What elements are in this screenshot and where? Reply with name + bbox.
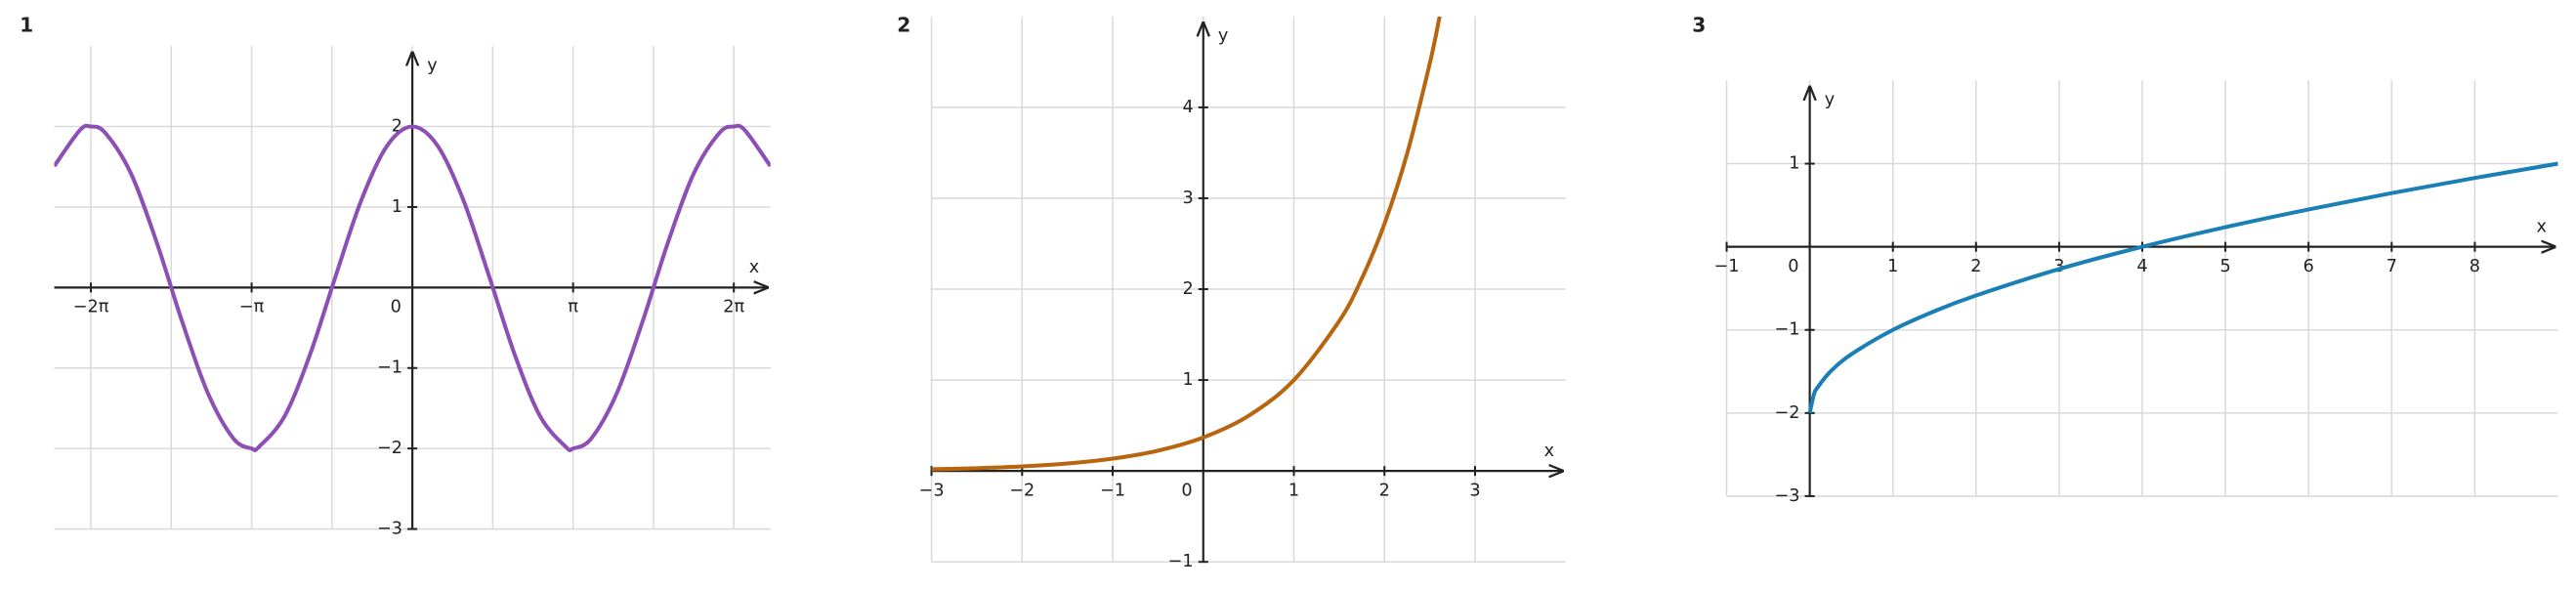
x-tick-label: −3 [919,481,945,500]
y-axis-label: y [427,56,437,75]
y-tick-label: 1 [1182,370,1193,390]
curve [54,123,771,452]
x-tick-label: 2 [1379,481,1390,500]
x-tick-label: 0 [1788,257,1798,276]
curve [931,16,1442,472]
y-tick-label: 1 [1789,154,1799,174]
x-tick-label: −2 [1009,481,1035,500]
x-tick-label: 1 [1288,481,1299,500]
y-tick-label: −2 [1775,403,1800,423]
y-tick-label: −1 [1775,320,1800,340]
panel: 3 x y −1 0 1 2 3 4 5 6 7 8 −3 −2 −1 1 [1692,13,2558,506]
y-tick-label: −2 [377,439,402,458]
x-tick-label: π [568,298,578,317]
x-tick-label: 2 [1970,257,1981,276]
x-tick-label: 2π [723,298,744,317]
x-tick-label: 3 [1469,481,1480,500]
x-tick-label: 4 [2136,257,2147,276]
x-tick-label: 3 [2053,257,2064,276]
panel-title: 1 [20,13,33,36]
y-tick-label: 2 [1182,279,1193,299]
panel: 1 x y −2π −π 0 π 2π −3 −2 −1 1 2 [20,13,771,539]
x-tick-label: 0 [391,298,401,317]
curve [1807,161,2558,414]
x-tick-label: 8 [2470,257,2480,276]
x-tick-label: −2π [73,298,109,317]
x-axis-label: x [749,258,759,277]
x-tick-label: 5 [2219,257,2230,276]
y-tick-label: −3 [1775,486,1800,506]
panel: 2 x y −3 −2 −1 0 1 2 3 −1 1 2 3 4 [897,13,1566,571]
y-tick-label: 3 [1182,189,1193,208]
panel-title: 2 [897,13,910,36]
y-tick-label: −1 [377,358,402,378]
x-axis-label: x [2536,217,2546,236]
x-axis-label: x [1544,442,1554,461]
y-tick-label: −3 [377,520,402,539]
panel-title: 3 [1692,13,1706,36]
y-axis-label: y [1218,26,1228,46]
y-tick-label: 1 [392,197,402,217]
y-tick-label: 2 [392,117,402,137]
y-tick-label: 4 [1182,98,1193,117]
x-tick-label: 6 [2303,257,2314,276]
x-tick-label: −π [239,298,265,317]
y-axis-label: y [1825,91,1835,110]
x-tick-label: 1 [1887,257,1898,276]
x-tick-label: −1 [1714,257,1740,276]
x-tick-label: 0 [1181,481,1192,500]
x-tick-label: −1 [1100,481,1125,500]
y-tick-label: −1 [1168,552,1194,571]
x-tick-label: 7 [2386,257,2397,276]
